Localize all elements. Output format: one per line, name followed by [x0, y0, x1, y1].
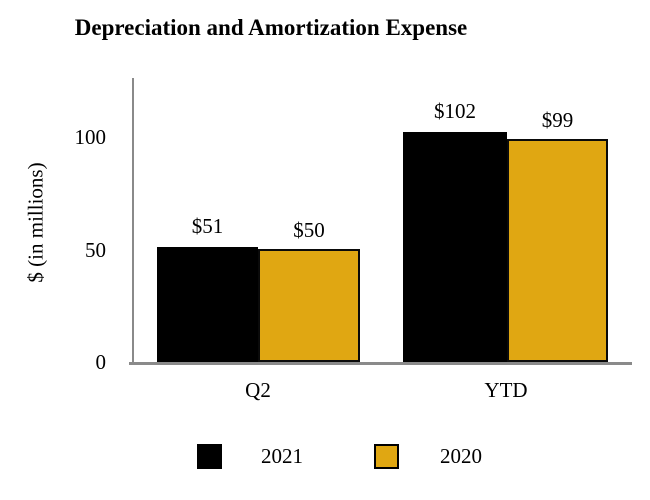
bar-q2-2020: $50 [258, 218, 360, 362]
y-tick-label-0: 0 [95, 350, 107, 374]
chart-title: Depreciation and Amortization Expense [74, 15, 468, 40]
x-axis-line [129, 362, 632, 365]
bar-value-label-q2-2021: $51 [191, 214, 224, 238]
legend-swatch-2021 [197, 444, 222, 469]
bar-ytd-2021: $102 [403, 99, 507, 362]
legend-label-2021: 2021 [261, 444, 303, 468]
y-axis-title: $ (in millions) [23, 162, 48, 283]
y-tick-label-50: 50 [85, 238, 106, 262]
bar-value-label-ytd-2021: $102 [434, 99, 476, 123]
bar-ytd-2020: $99 [507, 108, 608, 362]
x-category-label-q2: Q2 [245, 378, 271, 402]
y-axis-line [132, 78, 134, 365]
legend-label-2020: 2020 [440, 444, 482, 468]
bar-q2-2021: $51 [157, 214, 258, 362]
y-tick-label-100: 100 [74, 125, 107, 149]
plot-area: $51 $50 $102 $99 [129, 78, 632, 365]
bar-value-label-q2-2020: $50 [293, 218, 325, 242]
x-category-label-ytd: YTD [484, 378, 528, 402]
bar-value-label-ytd-2020: $99 [541, 108, 574, 132]
legend-swatch-2020 [374, 444, 399, 469]
